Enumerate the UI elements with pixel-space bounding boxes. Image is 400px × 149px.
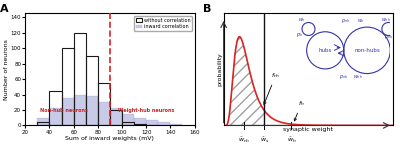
Bar: [50, 108, 62, 125]
Bar: [74, 94, 86, 125]
Bar: [110, 110, 122, 125]
Bar: [62, 48, 74, 125]
Text: $f_h$: $f_h$: [294, 99, 305, 121]
Text: A: A: [0, 4, 8, 14]
Text: Non-hub neurons: Non-hub neurons: [40, 108, 88, 112]
Y-axis label: probability: probability: [217, 52, 222, 86]
Bar: [146, 120, 158, 125]
Bar: [98, 102, 110, 125]
Bar: [98, 83, 110, 125]
Text: Weight-hub neurons: Weight-hub neurons: [118, 108, 174, 112]
X-axis label: synaptic weight: synaptic weight: [283, 127, 333, 132]
Text: $f_{nh}$: $f_{nh}$: [264, 71, 280, 104]
Text: $\bar{w}_{h}$: $\bar{w}_{h}$: [286, 136, 296, 145]
Text: $\bar{w}_{nh}$: $\bar{w}_{nh}$: [238, 136, 250, 145]
Bar: [50, 91, 62, 125]
Bar: [62, 98, 74, 125]
Text: $\bar{w}_{s}$: $\bar{w}_{s}$: [260, 136, 269, 145]
Legend: without correlation, inward correlation: without correlation, inward correlation: [134, 16, 192, 31]
Bar: [110, 108, 122, 125]
Bar: [134, 124, 146, 125]
Bar: [37, 122, 50, 125]
Bar: [86, 96, 98, 125]
Bar: [122, 114, 134, 125]
X-axis label: Sum of inward weights (mV): Sum of inward weights (mV): [66, 136, 154, 141]
Y-axis label: Number of neurons: Number of neurons: [4, 39, 9, 100]
Bar: [86, 56, 98, 125]
Bar: [74, 33, 86, 125]
Bar: [37, 118, 50, 125]
Bar: [134, 118, 146, 125]
Bar: [122, 122, 134, 125]
Bar: [170, 124, 182, 125]
Text: B: B: [203, 4, 212, 14]
Bar: [158, 122, 170, 125]
